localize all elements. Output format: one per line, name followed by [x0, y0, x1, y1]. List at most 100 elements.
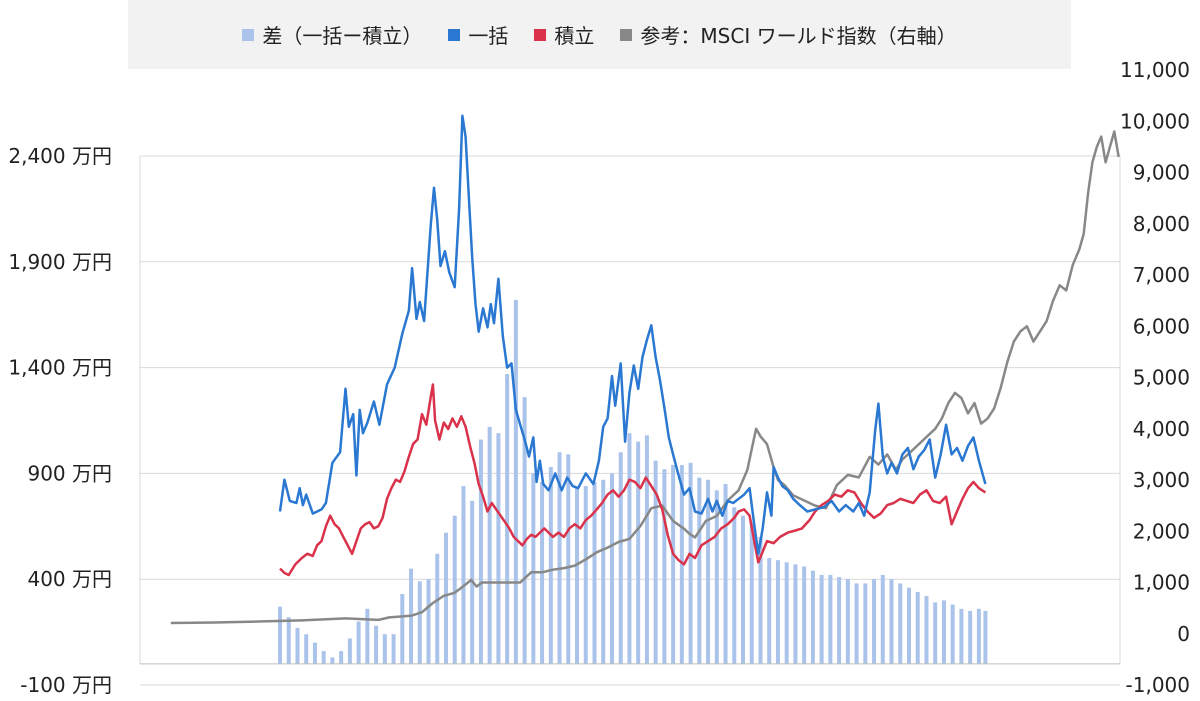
diff-bar — [819, 574, 824, 664]
left-tick-label: 400 万円 — [27, 567, 112, 591]
diff-bar — [845, 579, 850, 664]
left-tick-label: 900 万円 — [27, 461, 112, 485]
diff-bar — [802, 566, 807, 664]
right-tick-label: 10,000 — [1120, 109, 1190, 133]
diff-bar — [950, 604, 955, 664]
diff-bar — [671, 464, 676, 664]
diff-bar — [880, 574, 885, 664]
diff-bar — [321, 651, 326, 664]
diff-bar — [513, 299, 518, 664]
diff-bar — [461, 486, 466, 664]
legend-label-diff: 差（一括ー積立） — [262, 24, 423, 48]
right-axis-ticks: 11,000 10,000 9,000 8,000 7,000 6,000 5,000 4,0… — [1120, 58, 1190, 697]
dca-line — [279, 383, 987, 577]
diff-bar — [548, 467, 553, 664]
legend-swatch-msci — [620, 28, 633, 41]
diff-bar — [330, 657, 335, 664]
right-tick-label: 3,000 — [1133, 468, 1190, 492]
diff-bar — [592, 481, 597, 664]
diff-bar — [898, 583, 903, 664]
legend-item-dca: 積立 — [534, 20, 594, 49]
diff-bar — [976, 608, 981, 664]
diff-bar — [784, 562, 789, 664]
diff-bar — [714, 490, 719, 664]
legend-item-diff: 差（一括ー積立） — [242, 20, 422, 49]
diff-bar — [566, 454, 571, 664]
diff-bar — [286, 617, 291, 664]
diff-bar — [627, 433, 632, 664]
left-tick-label: 1,400 万円 — [8, 356, 112, 380]
legend-background — [128, 0, 1071, 69]
diff-bar — [732, 507, 737, 664]
diff-bar — [496, 433, 501, 664]
diff-bar — [854, 583, 859, 664]
diff-bar — [356, 621, 361, 664]
diff-bar — [644, 435, 649, 664]
diff-bar — [365, 608, 370, 664]
right-tick-label: 2,000 — [1133, 519, 1190, 543]
diff-bar — [609, 473, 614, 664]
diff-bar — [339, 651, 344, 664]
diff-bar — [583, 486, 588, 664]
left-tick-label: 2,400 万円 — [8, 144, 112, 168]
legend-item-msci: 参考：MSCI ワールド指数（右軸） — [620, 20, 957, 49]
diff-bar — [435, 553, 440, 664]
diff-bar — [295, 627, 300, 664]
diff-bar — [391, 634, 396, 664]
diff-bar — [278, 606, 282, 664]
diff-bar — [933, 602, 938, 664]
left-tick-label: 1,900 万円 — [8, 250, 112, 274]
right-tick-label: 0 — [1177, 622, 1190, 646]
diff-bar — [487, 426, 492, 664]
right-tick-label: 4,000 — [1133, 417, 1190, 441]
legend-label-dca: 積立 — [554, 24, 595, 48]
series-lines — [170, 114, 1120, 625]
diff-bar — [941, 600, 946, 664]
diff-bar — [374, 625, 379, 664]
diff-bar — [636, 441, 641, 664]
diff-bar — [505, 373, 510, 664]
legend-label-msci: 参考：MSCI ワールド指数（右軸） — [640, 24, 957, 48]
diff-bar — [723, 483, 728, 664]
diff-bar — [688, 462, 693, 664]
diff-bar — [906, 587, 911, 664]
right-tick-label: 1,000 — [1133, 571, 1190, 595]
diff-bar — [837, 577, 842, 664]
diff-bar — [601, 479, 606, 664]
diff-bar — [915, 591, 920, 664]
diff-bar — [968, 610, 973, 664]
diff-bar — [400, 594, 405, 664]
diff-bar — [706, 479, 711, 664]
diff-bar — [575, 488, 580, 664]
diff-bar — [741, 515, 746, 664]
diff-bar — [531, 473, 536, 664]
diff-bar — [382, 634, 387, 664]
diff-bar — [426, 579, 431, 664]
diff-bar — [522, 397, 527, 664]
diff-bar — [863, 583, 868, 664]
legend-swatch-dca — [534, 28, 547, 41]
right-tick-label: 8,000 — [1133, 212, 1190, 236]
diff-bar — [758, 536, 763, 664]
legend-swatch-diff — [242, 28, 255, 41]
diff-bar — [478, 439, 483, 664]
diff-bar — [793, 564, 798, 664]
diff-bar — [889, 579, 894, 664]
diff-bar — [749, 522, 754, 664]
lump-line — [278, 114, 987, 556]
right-tick-label: 5,000 — [1133, 366, 1190, 390]
legend-item-lump: 一括 — [448, 20, 508, 49]
right-tick-label: 9,000 — [1133, 161, 1190, 185]
diff-bar — [767, 558, 772, 664]
diff-bar — [959, 608, 964, 664]
legend-label-lump: 一括 — [468, 24, 509, 48]
diff-bar — [810, 570, 815, 664]
diff-bar — [983, 610, 988, 664]
diff-bar — [452, 515, 457, 664]
diff-bar — [304, 634, 309, 664]
diff-bar — [312, 642, 317, 664]
right-tick-label: 6,000 — [1133, 314, 1190, 338]
diff-bar — [653, 460, 658, 664]
axes — [139, 156, 1121, 665]
